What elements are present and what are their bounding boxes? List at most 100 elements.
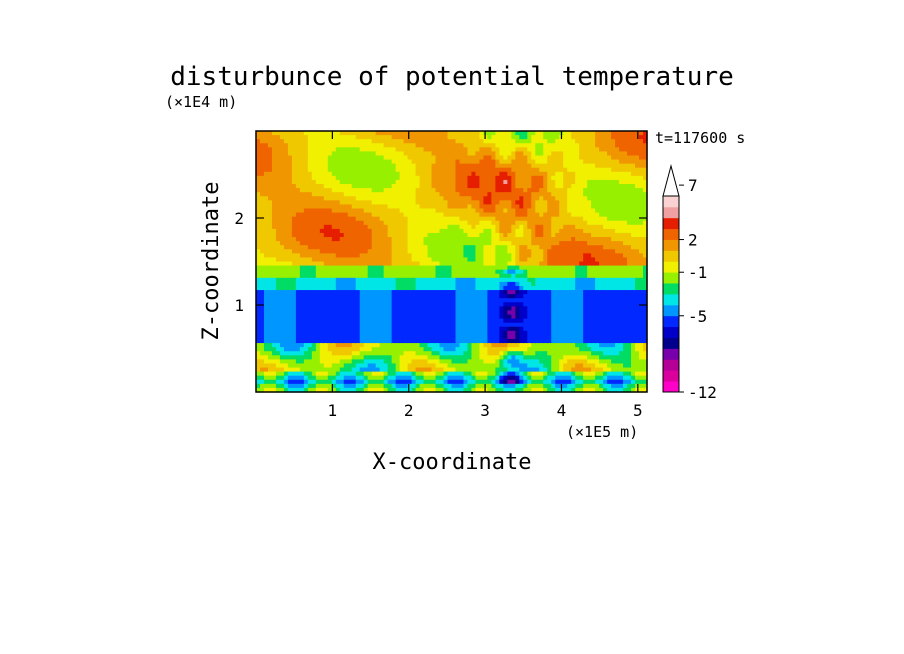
field-cell: [535, 237, 540, 242]
field-cell: [295, 387, 301, 393]
field-cell: [387, 228, 393, 234]
field-cell: [443, 334, 449, 340]
field-cell: [299, 367, 305, 373]
field-cell: [295, 343, 301, 348]
field-cell: [411, 249, 417, 254]
field-cell: [551, 281, 556, 287]
field-cell: [359, 208, 365, 214]
field-cell: [319, 245, 325, 250]
field-cell: [315, 261, 321, 267]
field-cell: [403, 347, 409, 352]
field-cell: [455, 285, 461, 291]
field-cell: [371, 200, 377, 206]
field-cell: [539, 379, 544, 385]
field-cell: [407, 208, 413, 214]
field-cell: [475, 143, 481, 148]
field-cell: [519, 273, 524, 279]
field-cell: [491, 167, 496, 173]
field-cell: [563, 192, 568, 197]
field-cell: [479, 131, 485, 136]
field-cell: [315, 208, 321, 214]
field-cell: [279, 175, 285, 181]
field-cell: [287, 351, 293, 356]
field-cell: [339, 147, 345, 152]
field-cell: [387, 363, 393, 369]
field-cell: [419, 298, 425, 303]
field-cell: [351, 277, 357, 283]
field-cell: [499, 188, 504, 193]
field-cell: [515, 326, 520, 332]
field-cell: [359, 330, 365, 336]
field-cell: [307, 224, 313, 230]
field-cell: [259, 334, 265, 340]
field-cell: [387, 208, 393, 214]
field-cell: [339, 200, 345, 206]
field-cell: [319, 135, 325, 140]
field-cell: [527, 343, 532, 348]
field-cell: [335, 147, 341, 152]
field-cell: [415, 334, 421, 340]
field-cell: [479, 135, 485, 140]
field-cell: [375, 131, 381, 136]
field-cell: [563, 359, 568, 365]
field-cell: [483, 363, 489, 369]
field-cell: [403, 175, 409, 181]
field-cell: [531, 220, 536, 226]
field-cell: [431, 139, 437, 144]
field-cell: [267, 298, 273, 303]
field-cell: [511, 285, 516, 291]
field-cell: [467, 139, 473, 144]
field-cell: [547, 253, 552, 259]
field-cell: [367, 326, 373, 332]
field-cell: [331, 253, 337, 259]
field-cell: [487, 216, 492, 222]
field-cell: [335, 232, 341, 238]
field-cell: [431, 228, 437, 234]
field-cell: [387, 379, 393, 385]
field-cell: [263, 379, 269, 385]
field-cell: [555, 204, 560, 210]
field-cell: [535, 290, 540, 295]
field-cell: [347, 310, 353, 316]
field-cell: [519, 347, 524, 352]
field-cell: [335, 359, 341, 365]
field-cell: [287, 314, 293, 320]
field-cell: [327, 245, 333, 250]
field-cell: [299, 257, 305, 263]
field-cell: [407, 375, 413, 381]
field-cell: [447, 208, 453, 214]
field-cell: [563, 383, 568, 389]
field-cell: [455, 314, 461, 320]
field-cell: [535, 257, 540, 263]
field-cell: [455, 204, 461, 210]
field-cell: [355, 151, 361, 157]
field-cell: [383, 224, 389, 230]
field-cell: [443, 322, 449, 328]
field-cell: [311, 318, 317, 324]
field-cell: [359, 298, 365, 303]
field-cell: [379, 290, 385, 295]
field-cell: [295, 241, 301, 246]
field-cell: [471, 212, 477, 218]
field-cell: [399, 281, 405, 287]
field-cell: [479, 139, 485, 144]
field-cell: [343, 302, 349, 307]
field-cell: [499, 302, 504, 307]
field-cell: [267, 212, 273, 218]
field-cell: [555, 334, 560, 340]
field-cell: [511, 334, 516, 340]
field-cell: [487, 281, 492, 287]
field-cell: [331, 387, 337, 393]
field-cell: [435, 298, 441, 303]
field-cell: [259, 318, 265, 324]
field-cell: [311, 171, 317, 177]
field-cell: [256, 359, 261, 365]
field-cell: [256, 188, 261, 193]
field-cell: [379, 343, 385, 348]
field-cell: [323, 281, 329, 287]
field-cell: [471, 200, 477, 206]
field-cell: [375, 302, 381, 307]
field-cell: [463, 224, 469, 230]
field-cell: [343, 314, 349, 320]
field-cell: [395, 338, 401, 344]
